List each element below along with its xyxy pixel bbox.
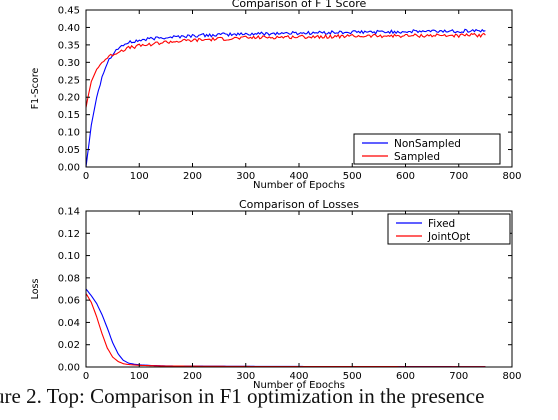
y-tick-label: 0.05 [58,145,80,156]
y-tick-label: 0.14 [58,207,80,218]
x-tick-label: 200 [183,171,202,182]
series-line-sampled [85,32,486,108]
x-tick-label: 200 [183,371,202,382]
caption-text: ure 2. Top: Comparison in F1 optimizatio… [0,388,485,408]
y-tick-label: 0.35 [58,40,80,51]
x-tick-label: 300 [236,171,255,182]
legend-label-sampled: Sampled [394,151,440,163]
y-tick-label: 0.00 [58,363,80,374]
x-tick-label: 400 [289,371,308,382]
y-tick-label: 0.04 [58,318,80,329]
x-tick-label: 100 [130,171,149,182]
y-tick-label: 0.02 [58,340,80,351]
y-axis-label: Loss [30,279,41,300]
x-tick-label: 400 [289,171,308,182]
legend-box [387,213,511,245]
legend-label-fixed: Fixed [428,218,455,230]
x-tick-label: 700 [449,171,468,182]
series-line-fixed [85,288,486,368]
legend-label-nonsampled: NonSampled [394,138,461,150]
y-tick-label: 0.40 [58,23,80,34]
x-tick-label: 0 [83,371,89,382]
x-tick-label: 300 [236,371,255,382]
y-tick-label: 0.08 [58,273,80,284]
y-tick-label: 0.12 [58,229,80,240]
x-tick-label: 500 [343,371,362,382]
x-tick-label: 600 [396,171,415,182]
x-tick-label: 800 [502,371,521,382]
legend-label-jointopt: JointOpt [427,231,470,243]
y-tick-label: 0.10 [58,128,80,139]
x-tick-label: 700 [449,371,468,382]
chart-title: Comparison of Losses [239,198,359,211]
x-axis-label: Number of Epochs [253,180,345,191]
series-line-nonsampled [85,28,486,168]
y-tick-label: 0.20 [58,93,80,104]
figure: 0 100 200 300 400 500 600 700 800 0.00 0.05 0.10 0.1… [30,0,522,388]
chart-1 [85,9,513,168]
y-tick-label: 0.00 [58,163,80,174]
y-tick-label: 0.45 [58,6,80,17]
x-tick-label: 600 [396,371,415,382]
x-tick-label: 500 [343,171,362,182]
x-tick-label: 800 [502,171,521,182]
chart-2 [85,210,513,368]
y-tick-label: 0.30 [58,58,80,69]
y-tick-label: 0.25 [58,75,80,86]
y-tick-label: 0.06 [58,296,80,307]
legend-box [353,133,501,165]
x-tick-label: 100 [130,371,149,382]
chart-title: Comparison of F 1 Score [232,0,367,10]
y-axis-label: F1-Score [30,68,41,110]
x-tick-label: 0 [83,171,89,182]
x-axis-label: Number of Epochs [253,380,345,388]
y-tick-label: 0.15 [58,110,80,121]
figure-caption: ure 2. Top: Comparison in F1 optimizatio… [0,388,558,420]
series-line-jointopt [85,293,486,368]
y-tick-label: 0.10 [58,251,80,262]
